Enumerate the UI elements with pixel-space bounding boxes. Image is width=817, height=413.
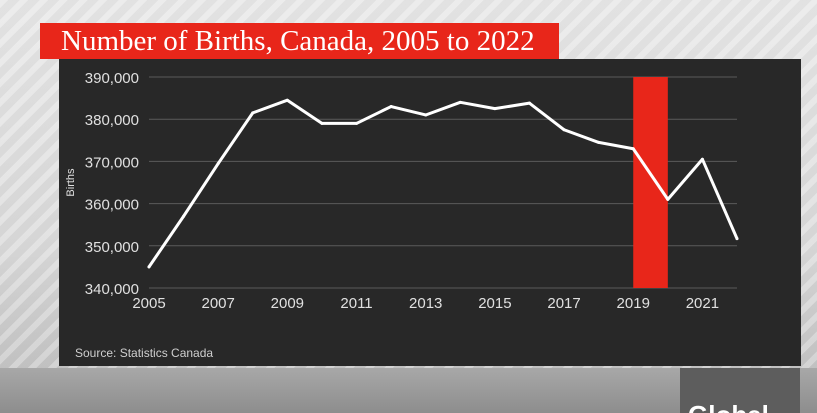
logo-text: Global bbox=[688, 400, 769, 413]
data-point bbox=[355, 121, 359, 125]
data-point bbox=[527, 101, 531, 105]
births-series-line bbox=[147, 98, 739, 269]
data-point bbox=[216, 162, 220, 166]
x-tick-label: 2021 bbox=[686, 295, 719, 312]
data-point bbox=[700, 157, 704, 161]
data-point bbox=[631, 147, 635, 151]
data-point bbox=[285, 98, 289, 102]
data-point bbox=[251, 111, 255, 115]
data-point bbox=[666, 197, 670, 201]
data-point bbox=[320, 121, 324, 125]
source-note: Source: Statistics Canada bbox=[75, 346, 214, 360]
data-point bbox=[182, 214, 186, 218]
chart-title: Number of Births, Canada, 2005 to 2022 bbox=[40, 23, 559, 59]
data-point bbox=[562, 128, 566, 132]
x-tick-label: 2009 bbox=[271, 295, 304, 312]
data-point bbox=[389, 105, 393, 109]
data-point bbox=[597, 140, 601, 144]
y-tick-label: 360,000 bbox=[85, 197, 139, 214]
x-tick-label: 2019 bbox=[617, 295, 650, 312]
data-point bbox=[735, 237, 739, 241]
x-tick-label: 2017 bbox=[547, 295, 580, 312]
data-point bbox=[147, 265, 151, 269]
broadcaster-logo: Global bbox=[680, 368, 800, 413]
highlight-band bbox=[633, 77, 668, 288]
data-point bbox=[424, 113, 428, 117]
y-tick-label: 380,000 bbox=[85, 112, 139, 129]
y-tick-label: 370,000 bbox=[85, 154, 139, 171]
x-tick-label: 2007 bbox=[201, 295, 234, 312]
x-tick-label: 2005 bbox=[132, 295, 165, 312]
data-point bbox=[458, 100, 462, 104]
data-point bbox=[493, 107, 497, 111]
x-tick-label: 2011 bbox=[340, 295, 372, 312]
y-tick-label: 340,000 bbox=[85, 281, 139, 298]
y-axis-label: Births bbox=[65, 168, 77, 197]
births-line-chart: 340,000 350,000 360,000 370,000 380,000 390,0… bbox=[65, 70, 739, 312]
y-tick-label: 390,000 bbox=[85, 70, 139, 87]
y-tick-label: 350,000 bbox=[85, 239, 139, 256]
chart-panel: 340,000 350,000 360,000 370,000 380,000 390,0… bbox=[59, 59, 801, 366]
x-tick-label: 2015 bbox=[478, 295, 511, 312]
x-tick-label: 2013 bbox=[409, 295, 442, 312]
